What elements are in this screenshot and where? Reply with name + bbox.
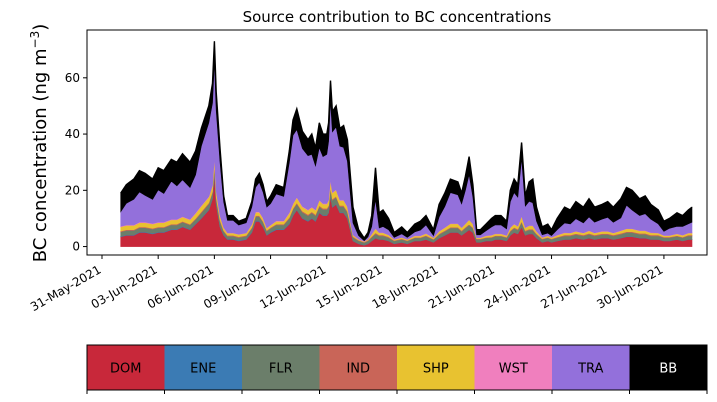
y-axis-label-close: ): [30, 24, 51, 31]
y-axis-label-main: BC concentration (ng m: [30, 48, 51, 262]
plot-frame: [86, 29, 708, 256]
chart-title: Source contribution to BC concentrations: [243, 8, 552, 26]
y-axis: 0 20 40 60: [65, 71, 87, 254]
colorbar-label-wst: WST: [499, 362, 528, 377]
x-axis: 31-May-202103-Jun-202106-Jun-202109-Jun-…: [28, 255, 665, 314]
colorbar-swatch-ene: [164, 345, 242, 390]
colorbar-swatch-bb: [629, 345, 707, 390]
colorbar-label-bb: BB: [659, 362, 677, 377]
colorbar-label-ene: ENE: [190, 362, 216, 377]
colorbar-swatch-dom: [87, 345, 165, 390]
y-axis-label: BC concentration (ng m−3): [28, 24, 51, 263]
colorbar-swatch-shp: [397, 345, 475, 390]
source-colorbar: DOM ENE FLR IND SHP WST TRA BB: [86, 344, 708, 394]
colorbar-label-shp: SHP: [423, 362, 449, 377]
y-tick-label: 20: [65, 183, 80, 197]
colorbar-swatch-ind: [319, 345, 397, 390]
colorbar-swatch-tra: [552, 345, 630, 390]
y-tick-label: 60: [65, 71, 80, 85]
colorbar-frame: [86, 344, 708, 391]
colorbar-label-ind: IND: [346, 362, 370, 377]
total-line: [120, 41, 693, 240]
y-axis-label-superscript: −3: [28, 31, 42, 49]
colorbar-swatch-flr: [242, 345, 320, 390]
colorbar-label-dom: DOM: [110, 362, 141, 377]
colorbar-swatch-wst: [474, 345, 552, 390]
total-line-layer: [120, 41, 693, 240]
colorbar-label-tra: TRA: [577, 362, 603, 377]
y-tick-label: 40: [65, 127, 80, 141]
y-tick-label: 0: [72, 240, 80, 254]
stacked-areas: [120, 41, 693, 247]
colorbar-label-flr: FLR: [269, 362, 293, 377]
